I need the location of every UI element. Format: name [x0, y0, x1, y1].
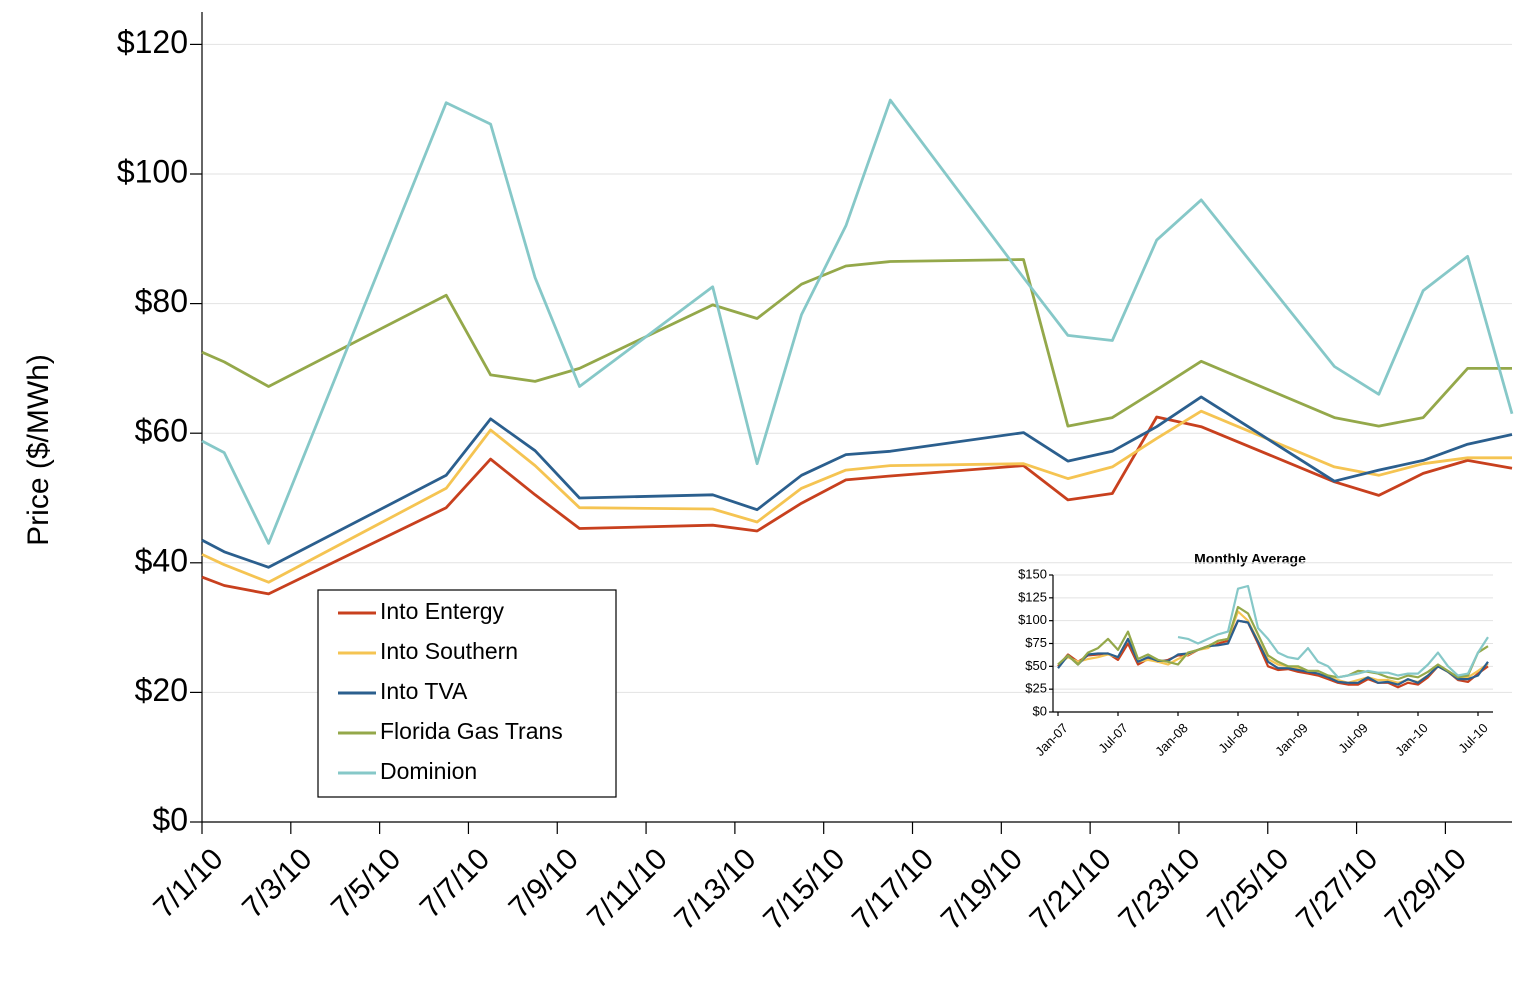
series-line	[201, 258, 1512, 428]
x-tick-label: 7/29/10	[1379, 842, 1473, 936]
x-tick-label: 7/5/10	[325, 842, 407, 924]
series-line	[1177, 584, 1489, 679]
series-line	[201, 409, 1512, 584]
y-tick-label: $40	[135, 542, 188, 578]
y-tick-label: $100	[1018, 612, 1047, 627]
y-axis-title: Price ($/MWh)	[22, 354, 55, 546]
series-line	[201, 415, 1513, 596]
inset-title: Monthly Average	[1194, 551, 1306, 567]
series-line	[1057, 619, 1489, 689]
y-tick-label: $120	[117, 24, 188, 60]
y-tick-label: $100	[117, 153, 188, 189]
series-line	[201, 395, 1513, 569]
x-tick-label: 7/21/10	[1024, 842, 1118, 936]
y-tick-label: $80	[135, 283, 188, 319]
x-tick-label: 7/3/10	[236, 842, 318, 924]
y-tick-label: $0	[1033, 703, 1047, 718]
x-tick-label: 7/25/10	[1201, 842, 1295, 936]
x-tick-label: 7/19/10	[935, 842, 1029, 936]
y-tick-label: $25	[1025, 681, 1047, 696]
x-tick-label: 7/7/10	[414, 842, 496, 924]
y-tick-label: $75	[1025, 635, 1047, 650]
x-tick-label: 7/27/10	[1290, 842, 1384, 936]
x-tick-label: 7/23/10	[1112, 842, 1206, 936]
x-tick-label: 7/1/10	[147, 842, 229, 924]
legend-label: Into TVA	[380, 678, 468, 704]
legend-label: Into Entergy	[380, 598, 505, 624]
y-tick-label: $60	[135, 413, 188, 449]
y-tick-label: $50	[1025, 658, 1047, 673]
y-tick-label: $150	[1018, 566, 1047, 581]
x-tick-label: 7/9/10	[503, 842, 585, 924]
legend-label: Dominion	[380, 758, 477, 784]
y-tick-label: $125	[1018, 589, 1047, 604]
x-tick-label: 7/15/10	[757, 842, 851, 936]
series-line	[1057, 605, 1489, 681]
legend-label: Florida Gas Trans	[380, 718, 563, 744]
series-line	[201, 98, 1514, 545]
x-tick-label: 7/17/10	[846, 842, 940, 936]
x-tick-label: 7/13/10	[668, 842, 762, 936]
inset-background	[988, 545, 1510, 810]
legend-label: Into Southern	[380, 638, 518, 664]
y-tick-label: $20	[135, 672, 188, 708]
series-line	[1057, 619, 1489, 686]
x-tick-label: 7/11/10	[581, 842, 674, 935]
y-tick-label: $0	[152, 801, 188, 837]
